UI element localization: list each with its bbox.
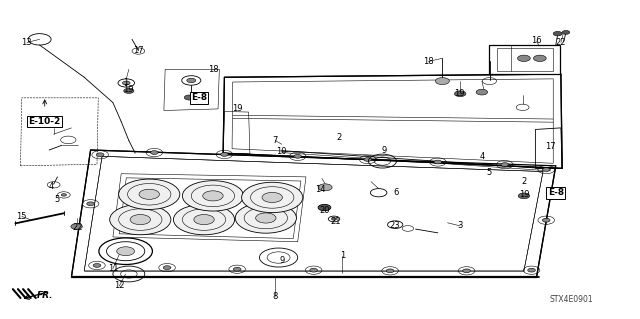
Circle shape (501, 163, 509, 167)
Text: 17: 17 (545, 142, 556, 151)
Circle shape (364, 158, 372, 161)
Text: STX4E0901: STX4E0901 (550, 295, 593, 304)
Text: 7: 7 (273, 136, 278, 145)
Text: 10: 10 (276, 147, 287, 156)
Circle shape (221, 152, 228, 156)
Text: E-10-2: E-10-2 (29, 117, 61, 126)
Text: 22: 22 (72, 223, 83, 232)
Circle shape (562, 31, 570, 34)
Circle shape (139, 189, 159, 199)
Text: 23: 23 (390, 221, 401, 230)
Circle shape (97, 153, 104, 157)
Text: 12: 12 (114, 281, 125, 291)
Circle shape (294, 154, 301, 158)
Text: 5: 5 (55, 195, 60, 204)
Text: 4: 4 (49, 182, 54, 191)
Text: FR.: FR. (36, 291, 53, 300)
Text: 15: 15 (17, 212, 27, 221)
Circle shape (242, 182, 303, 213)
Circle shape (332, 218, 337, 220)
Text: 2: 2 (522, 177, 527, 186)
Text: 5: 5 (486, 168, 492, 177)
Text: 19: 19 (232, 104, 243, 113)
Text: 2: 2 (337, 133, 342, 142)
Text: 19: 19 (518, 190, 529, 199)
Circle shape (463, 269, 470, 273)
Text: E-8: E-8 (191, 93, 207, 102)
Circle shape (124, 88, 134, 93)
Circle shape (310, 268, 317, 272)
Circle shape (150, 151, 158, 154)
Text: 8: 8 (273, 292, 278, 300)
Text: 1: 1 (340, 251, 345, 260)
Circle shape (87, 202, 95, 206)
Circle shape (262, 192, 282, 203)
Text: 17: 17 (133, 46, 144, 55)
Circle shape (553, 32, 562, 36)
Text: 6: 6 (394, 188, 399, 197)
Polygon shape (223, 74, 562, 168)
Circle shape (518, 55, 531, 62)
Circle shape (187, 78, 196, 83)
Text: 16: 16 (531, 36, 542, 45)
Circle shape (173, 204, 235, 235)
Text: E-8: E-8 (548, 188, 564, 197)
Circle shape (518, 193, 530, 199)
Circle shape (476, 89, 488, 95)
Text: 3: 3 (458, 221, 463, 230)
Circle shape (454, 91, 466, 97)
Circle shape (542, 218, 550, 222)
Circle shape (93, 263, 100, 267)
Polygon shape (72, 150, 556, 277)
Circle shape (236, 203, 296, 233)
Text: 1: 1 (123, 78, 128, 86)
Text: 20: 20 (319, 206, 330, 215)
Circle shape (122, 81, 130, 85)
Circle shape (234, 267, 241, 271)
Circle shape (542, 168, 550, 172)
Circle shape (194, 214, 214, 225)
Circle shape (435, 78, 449, 85)
Text: 21: 21 (331, 217, 341, 226)
Circle shape (116, 247, 134, 256)
Circle shape (118, 179, 180, 210)
Text: 4: 4 (480, 152, 485, 161)
Text: 9: 9 (381, 145, 387, 154)
Circle shape (182, 181, 244, 211)
Polygon shape (489, 45, 559, 74)
Circle shape (184, 95, 195, 100)
Text: 14: 14 (315, 185, 325, 194)
Circle shape (387, 269, 394, 273)
Text: 18: 18 (207, 65, 218, 74)
Circle shape (434, 160, 442, 164)
Text: 22: 22 (556, 38, 566, 47)
Text: 19: 19 (454, 89, 464, 98)
Circle shape (71, 224, 83, 229)
Circle shape (163, 266, 171, 270)
Circle shape (318, 184, 332, 191)
Circle shape (109, 204, 171, 235)
Circle shape (255, 213, 276, 223)
Circle shape (130, 214, 150, 225)
Text: 19: 19 (124, 85, 134, 94)
Text: 11: 11 (108, 264, 118, 273)
Circle shape (534, 55, 546, 62)
Circle shape (61, 194, 67, 196)
Text: 9: 9 (279, 256, 284, 265)
Circle shape (203, 191, 223, 201)
Text: 13: 13 (22, 38, 32, 47)
Text: 18: 18 (423, 57, 434, 66)
Circle shape (318, 204, 331, 211)
Circle shape (528, 268, 536, 272)
